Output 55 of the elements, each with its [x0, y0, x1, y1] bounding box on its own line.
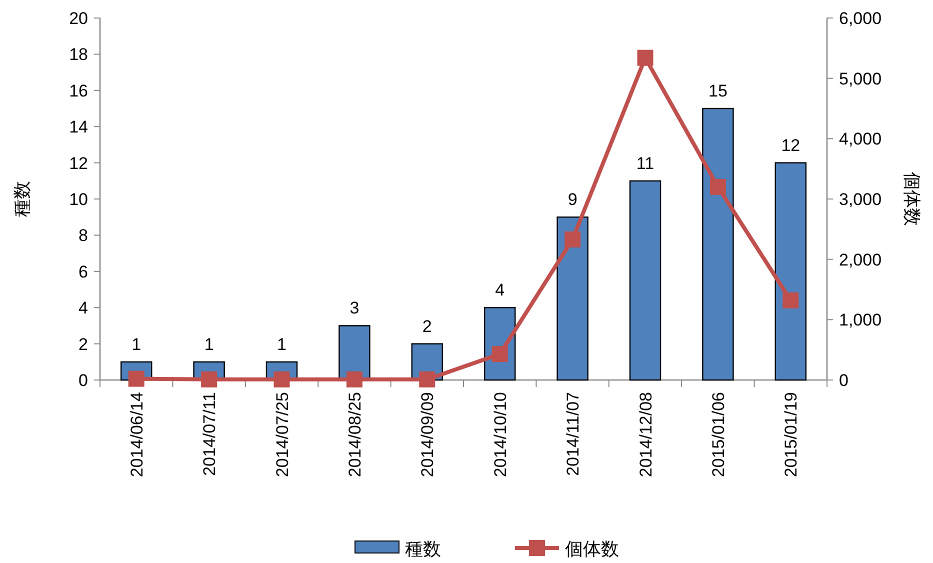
y2-tick-label: 3,000: [839, 190, 882, 209]
data-label: 1: [277, 334, 286, 354]
y2-tick-label: 6,000: [839, 9, 882, 28]
y-tick-label: 16: [69, 81, 88, 100]
data-label: 15: [708, 82, 728, 100]
bar: [702, 108, 734, 381]
point: [637, 50, 654, 66]
point: [346, 371, 362, 388]
x-tick-label: 2015/01/06: [708, 392, 728, 478]
legend-label: 個体数: [565, 539, 619, 559]
y2-tick-label: 4,000: [839, 130, 882, 149]
point: [201, 371, 218, 388]
x-tick-label: 2014/06/14: [127, 392, 146, 478]
y-tick-label: 12: [69, 154, 88, 173]
y-axis-title: 種数: [12, 181, 32, 217]
data-label: 1: [132, 334, 142, 354]
data-label: 1: [204, 334, 214, 354]
point: [419, 371, 436, 388]
x-tick-label: 2014/07/11: [200, 392, 220, 476]
point: [492, 346, 508, 362]
y-tick-label: 8: [78, 226, 88, 246]
legend-label: 種数: [405, 539, 441, 559]
y2-tick-label: 5,000: [839, 69, 882, 88]
x-tick-label: 2014/07/25: [272, 392, 292, 478]
y-tick-label: 0: [78, 371, 88, 390]
y-tick-label: 4: [78, 298, 88, 318]
y-tick-label: 14: [69, 118, 88, 137]
y2-tick-label: 1,000: [839, 310, 882, 330]
y2-tick-label: 2,000: [839, 250, 882, 270]
y-tick-label: 2: [78, 334, 88, 354]
bar: [774, 162, 807, 381]
data-label: 4: [495, 280, 505, 300]
data-label: 3: [350, 298, 360, 318]
x-tick-label: 2015/01/19: [782, 392, 801, 478]
data-label: 11: [636, 154, 654, 173]
y-tick-label: 6: [78, 262, 88, 282]
y-tick-label: 10: [69, 190, 88, 209]
x-tick-label: 2014/12/08: [636, 392, 656, 478]
data-label: 9: [568, 190, 578, 210]
y2-axis-title: 個体数: [902, 172, 922, 226]
x-tick-label: 2014/09/09: [418, 392, 438, 478]
y2-tick-label: 0: [839, 371, 848, 390]
x-tick-label: 2014/10/10: [490, 392, 510, 478]
point: [782, 292, 799, 308]
point: [710, 178, 726, 195]
data-label: 12: [781, 136, 800, 155]
y-tick-label: 18: [69, 45, 88, 64]
point: [564, 231, 581, 248]
x-tick-label: 2014/11/07: [564, 392, 583, 476]
bar: [556, 216, 588, 381]
bar: [629, 180, 662, 381]
y-tick-label: 20: [69, 9, 88, 28]
data-label: 2: [422, 316, 432, 336]
x-tick-label: 2014/08/25: [345, 392, 364, 478]
point: [274, 371, 290, 388]
